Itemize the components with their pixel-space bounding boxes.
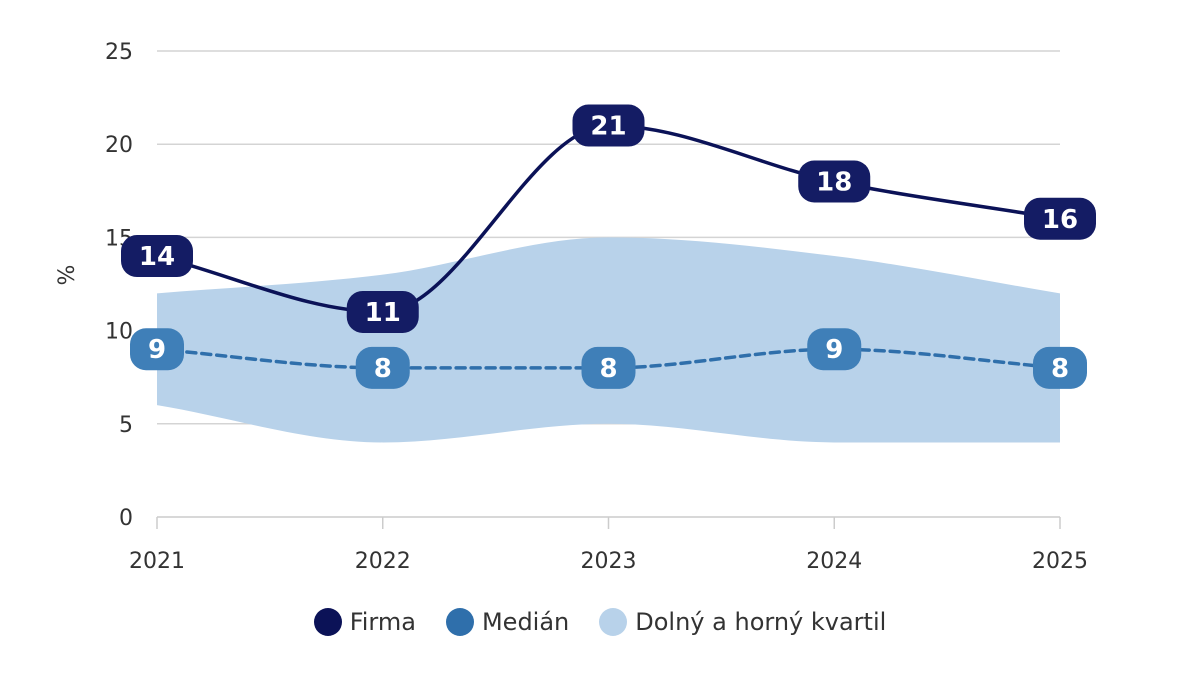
x-tick-label-2024: 2024	[806, 549, 862, 574]
y-tick-label-5: 5	[119, 413, 133, 438]
data-label-firma-2022: 11	[346, 290, 419, 333]
data-label-bg-firma-2023	[572, 104, 645, 147]
data-label-text-median-2024: 9	[825, 335, 843, 365]
data-label-firma-2021: 14	[121, 235, 193, 278]
data-label-text-firma-2023: 21	[590, 112, 626, 142]
legend-swatch-firma	[313, 608, 342, 636]
legend-label-firma: Firma	[349, 608, 416, 636]
data-label-text-median-2021: 9	[148, 335, 166, 365]
data-label-text-firma-2022: 11	[365, 298, 401, 328]
y-tick-label-10: 10	[105, 320, 133, 345]
y-axis-title: %	[55, 265, 80, 286]
legend-swatch-median	[445, 608, 474, 636]
data-label-layer: 14 11 21 18 16 9 8 8 9 8	[121, 104, 1096, 389]
data-label-bg-median-2024	[807, 328, 862, 371]
data-label-bg-firma-2021	[121, 235, 193, 278]
data-label-firma-2024: 18	[798, 160, 871, 203]
y-tick-label-0: 0	[119, 506, 133, 531]
legend-label-quartile: Dolný a horný kvartil	[635, 608, 887, 636]
quartile-band-layer	[157, 237, 1060, 443]
x-tick-label-2021: 2021	[129, 549, 185, 574]
data-label-text-firma-2024: 18	[816, 167, 852, 197]
data-label-text-median-2022: 8	[374, 354, 392, 384]
data-label-bg-firma-2024	[798, 160, 871, 203]
data-label-median-2025: 8	[1033, 346, 1087, 389]
data-label-firma-2023: 21	[572, 104, 645, 147]
data-label-bg-median-2022	[355, 346, 410, 389]
legend-item-firma[interactable]: Firma	[313, 608, 416, 636]
data-label-median-2022: 8	[355, 346, 410, 389]
legend-item-quartile[interactable]: Dolný a horný kvartil	[599, 608, 886, 636]
data-label-text-firma-2021: 14	[139, 242, 175, 272]
data-label-median-2023: 8	[581, 346, 636, 389]
quartile-band-area	[157, 237, 1060, 443]
data-label-bg-firma-2025	[1024, 197, 1096, 240]
data-label-text-median-2025: 8	[1051, 354, 1069, 384]
legend-label-median: Medián	[481, 608, 570, 636]
data-label-bg-median-2023	[581, 346, 636, 389]
x-tick-label-2025: 2025	[1032, 549, 1088, 574]
y-tick-label-20: 20	[105, 133, 133, 158]
data-label-bg-median-2021	[130, 328, 184, 371]
data-label-text-firma-2025: 16	[1042, 205, 1078, 235]
data-label-firma-2025: 16	[1024, 197, 1096, 240]
chart-legend: Firma Medián Dolný a horný kvartil	[0, 608, 1200, 636]
data-label-bg-firma-2022	[346, 290, 419, 333]
x-tick-label-2023: 2023	[581, 549, 637, 574]
legend-item-median[interactable]: Medián	[445, 608, 570, 636]
data-label-bg-median-2025	[1033, 346, 1087, 389]
data-label-text-median-2023: 8	[599, 354, 617, 384]
data-label-median-2021: 9	[130, 328, 184, 371]
legend-swatch-quartile	[599, 608, 628, 636]
y-tick-label-25: 25	[105, 40, 133, 65]
data-label-median-2024: 9	[807, 328, 862, 371]
x-tick-label-2022: 2022	[355, 549, 411, 574]
